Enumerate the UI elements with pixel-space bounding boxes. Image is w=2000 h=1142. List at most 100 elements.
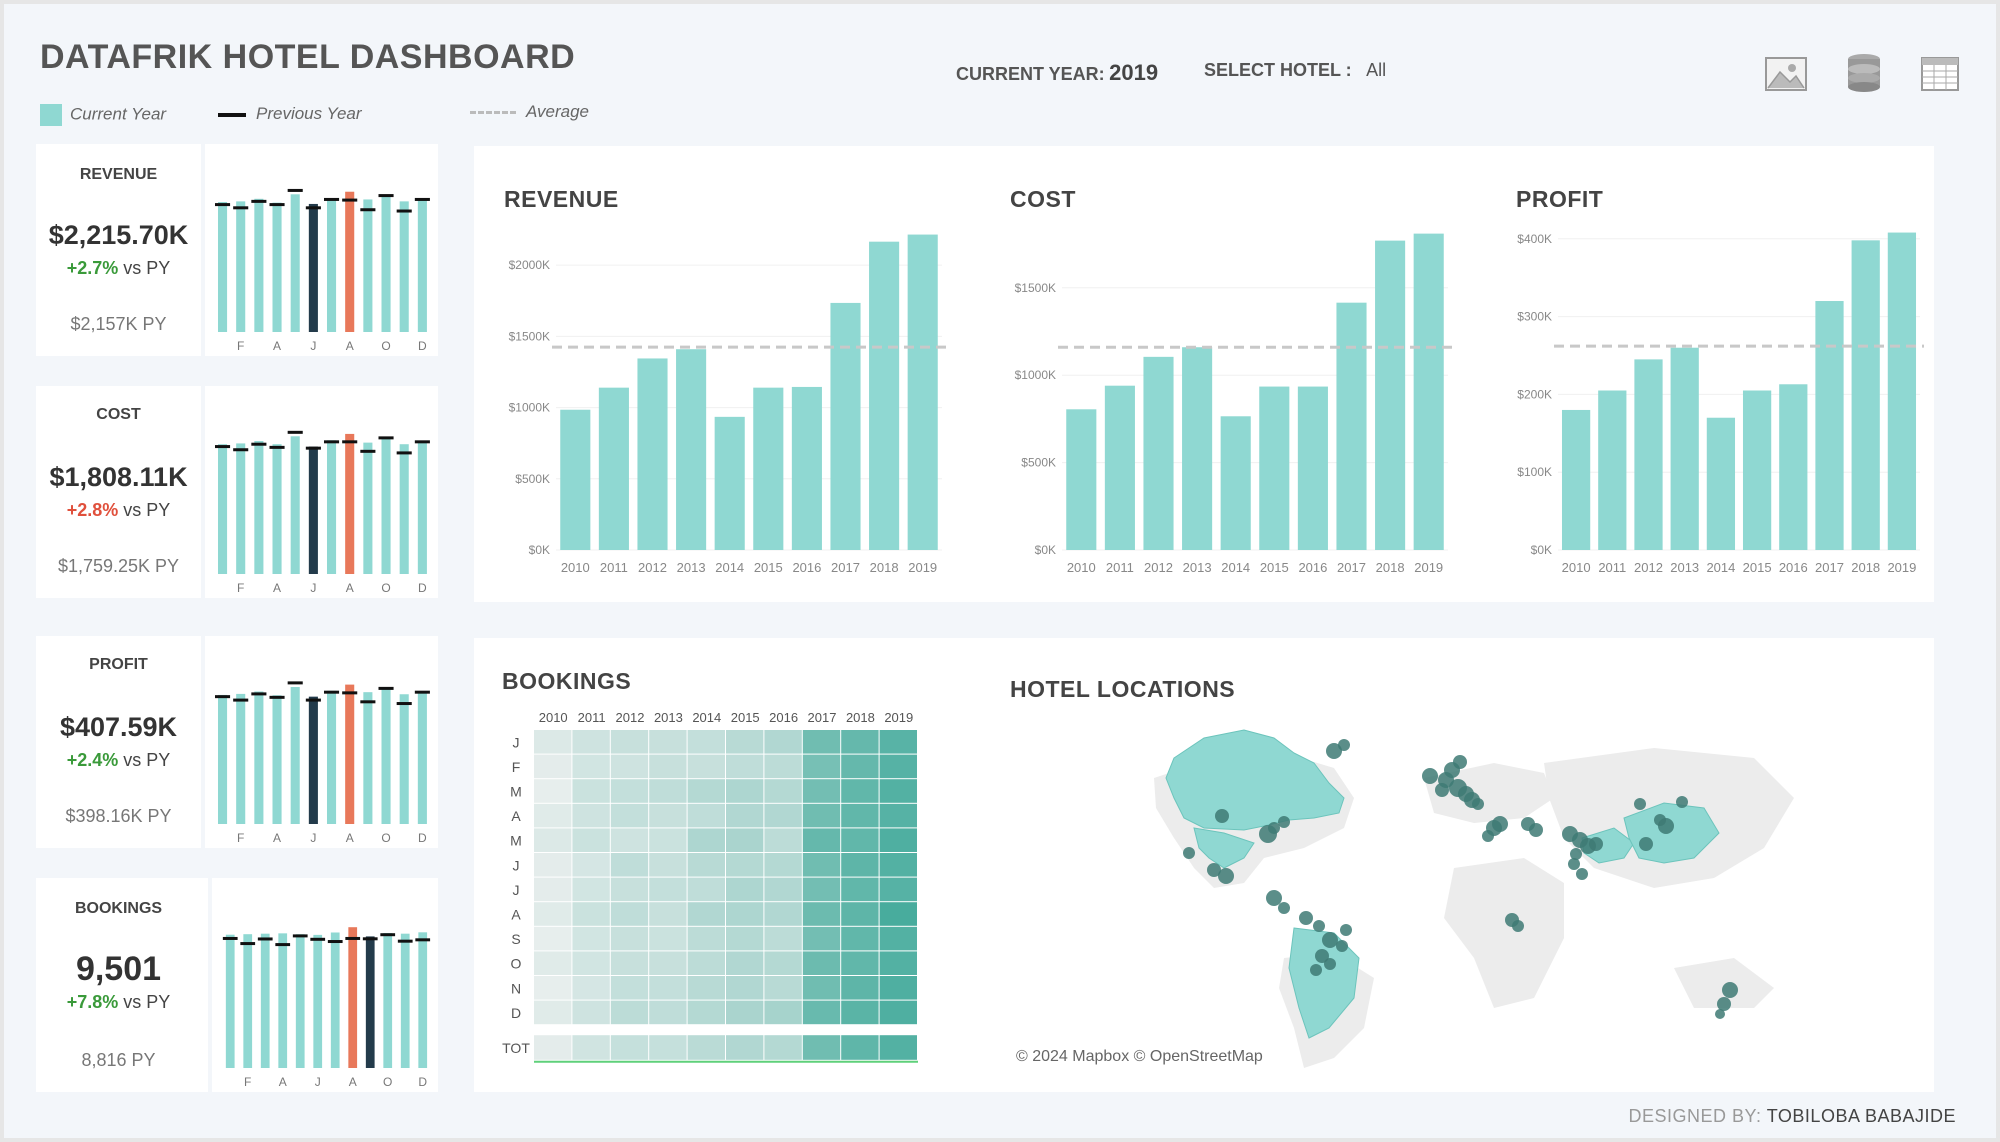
- heatmap-cell[interactable]: [687, 730, 725, 754]
- bar-current-0[interactable]: [217, 202, 228, 332]
- bar-2018[interactable]: [1375, 240, 1406, 550]
- heatmap-cell[interactable]: [572, 730, 610, 754]
- heatmap-cell[interactable]: [687, 976, 725, 1000]
- bar-current-2[interactable]: [254, 691, 264, 824]
- heatmap-cell[interactable]: [764, 803, 802, 828]
- heatmap-cell[interactable]: [726, 779, 764, 803]
- heatmap-cell[interactable]: [726, 828, 764, 852]
- heatmap-cell[interactable]: [879, 902, 917, 926]
- heatmap-cell[interactable]: [841, 976, 879, 1000]
- heatmap-cell[interactable]: [610, 803, 649, 828]
- heatmap-cell[interactable]: [572, 926, 610, 951]
- heatmap-cell[interactable]: [572, 976, 610, 1000]
- heatmap-cell[interactable]: [802, 779, 841, 803]
- map-marker[interactable]: [1218, 868, 1234, 884]
- heatmap-cell[interactable]: [687, 779, 725, 803]
- heatmap-cell[interactable]: [610, 1000, 649, 1025]
- heatmap-cell[interactable]: [572, 902, 610, 926]
- heatmap-cell[interactable]: [802, 754, 841, 779]
- bar-current-7[interactable]: [348, 927, 358, 1068]
- map-marker[interactable]: [1570, 848, 1582, 860]
- heatmap-cell[interactable]: [764, 779, 802, 803]
- heatmap-cell[interactable]: [879, 779, 917, 803]
- heatmap-cell[interactable]: [534, 803, 572, 828]
- bar-2017[interactable]: [830, 302, 861, 550]
- heatmap-cell[interactable]: [610, 730, 649, 754]
- bar-2015[interactable]: [753, 387, 784, 550]
- heatmap-cell[interactable]: [841, 951, 879, 975]
- map-marker[interactable]: [1336, 940, 1348, 952]
- heatmap-cell[interactable]: [649, 779, 687, 803]
- bar-current-4[interactable]: [290, 687, 300, 824]
- map-marker[interactable]: [1268, 822, 1280, 834]
- heatmap-cell[interactable]: [572, 853, 610, 877]
- bar-2018[interactable]: [1851, 240, 1880, 550]
- map-marker[interactable]: [1315, 949, 1329, 963]
- map-marker[interactable]: [1639, 837, 1653, 851]
- heatmap-total-cell[interactable]: [572, 1035, 610, 1060]
- heatmap-cell[interactable]: [726, 877, 764, 902]
- heatmap-cell[interactable]: [687, 803, 725, 828]
- bar-current-8[interactable]: [363, 442, 373, 574]
- heatmap-cell[interactable]: [726, 803, 764, 828]
- heatmap-cell[interactable]: [649, 951, 687, 975]
- heatmap-cell[interactable]: [841, 828, 879, 852]
- heatmap-cell[interactable]: [572, 754, 610, 779]
- heatmap-cell[interactable]: [726, 754, 764, 779]
- bar-2011[interactable]: [1104, 385, 1135, 550]
- bar-current-9[interactable]: [383, 933, 393, 1068]
- bar-2016[interactable]: [791, 386, 822, 550]
- heatmap-cell[interactable]: [572, 951, 610, 975]
- bar-2012[interactable]: [1634, 359, 1663, 550]
- map-marker[interactable]: [1338, 739, 1350, 751]
- bar-current-2[interactable]: [260, 933, 270, 1068]
- bar-current-1[interactable]: [236, 201, 246, 332]
- heatmap-cell[interactable]: [687, 828, 725, 852]
- heatmap-cell[interactable]: [726, 951, 764, 975]
- map-marker[interactable]: [1482, 830, 1494, 842]
- bar-current-5[interactable]: [308, 696, 318, 824]
- bar-current-3[interactable]: [272, 444, 282, 574]
- heatmap-cell[interactable]: [879, 828, 917, 852]
- heatmap-total-cell[interactable]: [534, 1035, 572, 1060]
- heatmap-cell[interactable]: [879, 926, 917, 951]
- map-marker[interactable]: [1529, 823, 1543, 837]
- heatmap-cell[interactable]: [802, 828, 841, 852]
- heatmap-cell[interactable]: [802, 803, 841, 828]
- bar-2013[interactable]: [1670, 347, 1699, 550]
- map-marker[interactable]: [1589, 837, 1603, 851]
- heatmap-cell[interactable]: [726, 976, 764, 1000]
- select-hotel-control[interactable]: SELECT HOTEL : All: [1204, 60, 1386, 81]
- bar-current-9[interactable]: [381, 196, 391, 332]
- bar-current-1[interactable]: [236, 693, 246, 824]
- map-marker[interactable]: [1322, 932, 1338, 948]
- heatmap-total-cell[interactable]: [726, 1035, 764, 1060]
- heatmap-cell[interactable]: [802, 1000, 841, 1025]
- bar-2011[interactable]: [1598, 390, 1627, 551]
- map-marker[interactable]: [1568, 858, 1580, 870]
- map-marker[interactable]: [1717, 997, 1731, 1011]
- bar-2015[interactable]: [1742, 390, 1772, 551]
- bar-current-5[interactable]: [313, 934, 323, 1068]
- heatmap-cell[interactable]: [879, 877, 917, 902]
- heatmap-cell[interactable]: [841, 853, 879, 877]
- map-marker[interactable]: [1324, 958, 1336, 970]
- heatmap-cell[interactable]: [572, 803, 610, 828]
- map-marker[interactable]: [1183, 847, 1195, 859]
- bar-current-9[interactable]: [381, 689, 391, 824]
- heatmap-cell[interactable]: [687, 951, 725, 975]
- bar-current-6[interactable]: [326, 440, 337, 574]
- heatmap-cell[interactable]: [572, 828, 610, 852]
- image-icon[interactable]: [1764, 56, 1808, 92]
- bar-2013[interactable]: [1182, 347, 1213, 550]
- map-marker[interactable]: [1492, 816, 1508, 832]
- heatmap-cell[interactable]: [687, 877, 725, 902]
- heatmap-cell[interactable]: [879, 1000, 917, 1025]
- bar-current-11[interactable]: [417, 198, 427, 332]
- bar-current-8[interactable]: [365, 936, 375, 1068]
- heatmap-cell[interactable]: [879, 803, 917, 828]
- heatmap-cell[interactable]: [726, 1000, 764, 1025]
- bar-2017[interactable]: [1336, 302, 1367, 550]
- map-marker[interactable]: [1676, 796, 1688, 808]
- map-marker[interactable]: [1299, 911, 1313, 925]
